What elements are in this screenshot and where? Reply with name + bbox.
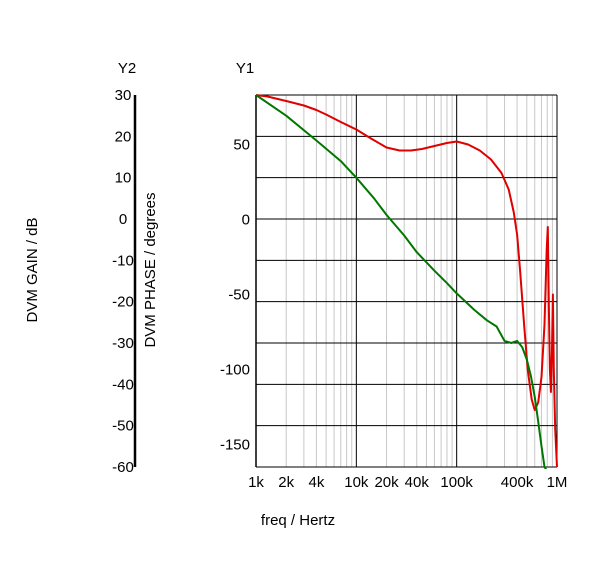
y2-axis-title: DVM GAIN / dB — [24, 217, 41, 322]
tick-labels: 30 20 10 0 -10 -20 -30 -40 -50 -60 50 0 -50 -100 -150 1… — [112, 87, 567, 491]
y2-tick-label: 30 — [115, 87, 132, 104]
y1-tick-label: 50 — [233, 137, 250, 154]
x-tick-label: 400k — [501, 474, 534, 491]
y1-tick-label: -150 — [220, 437, 250, 454]
x-tick-label: 2k — [278, 474, 294, 491]
y2-axis-name: Y2 — [118, 60, 136, 77]
x-tick-label: 1k — [248, 474, 264, 491]
y1-tick-label: 0 — [242, 212, 250, 229]
x-tick-label: 1M — [547, 474, 568, 491]
y2-tick-label: -30 — [112, 335, 134, 352]
x-axis-title: freq / Hertz — [261, 512, 335, 529]
gain-series-line — [256, 94, 548, 469]
y2-tick-label: 20 — [115, 128, 132, 145]
y2-tick-label: 0 — [119, 211, 127, 228]
x-tick-label: 4k — [308, 474, 324, 491]
y2-tick-label: 10 — [115, 170, 132, 187]
y2-tick-label: -40 — [112, 376, 134, 393]
x-tick-label: 100k — [440, 474, 473, 491]
x-tick-label: 40k — [405, 474, 430, 491]
y2-tick-label: -20 — [112, 294, 134, 311]
y2-tick-label: -50 — [112, 418, 134, 435]
grid — [255, 94, 558, 468]
series-layer — [256, 94, 558, 469]
y2-tick-label: -10 — [112, 252, 134, 269]
y1-tick-label: -100 — [220, 362, 250, 379]
y1-axis-title: DVM PHASE / degrees — [142, 192, 159, 347]
phase-series-line — [256, 94, 558, 468]
y1-tick-label: -50 — [228, 287, 250, 304]
x-tick-label: 10k — [344, 474, 369, 491]
y1-axis-name: Y1 — [236, 60, 254, 77]
x-tick-label: 20k — [374, 474, 399, 491]
y2-tick-label: -60 — [112, 459, 134, 476]
